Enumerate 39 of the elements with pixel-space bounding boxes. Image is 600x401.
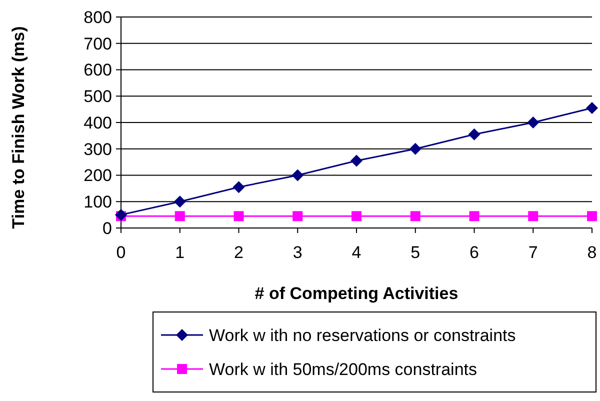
y-tick-label: 100 (84, 192, 112, 212)
point (528, 211, 538, 222)
point (174, 211, 185, 222)
y-tick-label: 300 (84, 140, 112, 159)
x-tick-label: 5 (410, 243, 420, 262)
point (174, 196, 186, 208)
y-tick-label: 500 (84, 87, 112, 106)
point (352, 211, 362, 222)
point (232, 181, 245, 194)
x-tick-label: 0 (116, 243, 126, 262)
legend-label: Work w ith no reservations or constraints (209, 326, 516, 345)
point (587, 211, 597, 222)
point (468, 128, 480, 140)
x-tick-label: 3 (292, 243, 302, 262)
x-tick-label: 2 (234, 243, 244, 262)
legend-label: Work w ith 50ms/200ms constraints (209, 360, 477, 379)
y-tick-label: 800 (84, 8, 112, 27)
point (469, 211, 480, 222)
y-tick-label: 700 (84, 34, 112, 54)
point (527, 116, 540, 128)
y-tick-label: 600 (84, 60, 112, 80)
x-tick-label: 7 (528, 243, 538, 262)
point (586, 102, 598, 114)
x-tick-label: 8 (587, 243, 597, 262)
y-tick-label: 200 (84, 166, 112, 186)
point (292, 169, 304, 182)
y-axis-title: Time to Finish Work (ms) (9, 26, 28, 229)
y-tick-label: 400 (84, 113, 112, 132)
point (350, 154, 362, 167)
x-tick-label: 1 (175, 243, 185, 262)
x-axis-title: # of Competing Activities (254, 284, 458, 303)
point (292, 211, 303, 222)
y-tick-label: 0 (102, 218, 112, 238)
point (409, 142, 422, 155)
x-tick-label: 4 (352, 243, 362, 262)
point (115, 208, 127, 221)
point (410, 211, 420, 222)
x-tick-label: 6 (470, 243, 479, 262)
point (234, 211, 244, 222)
